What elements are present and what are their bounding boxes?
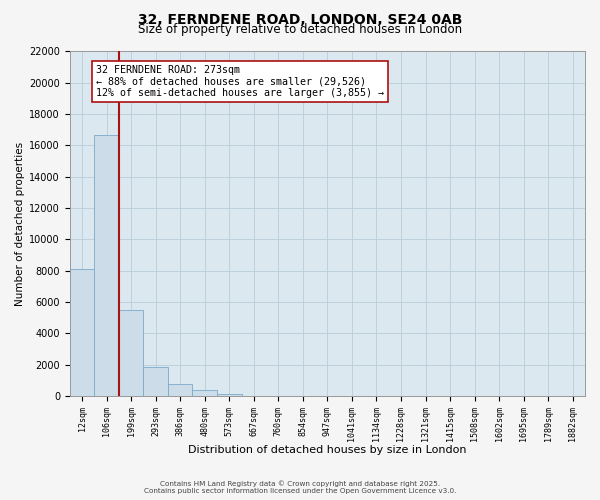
X-axis label: Distribution of detached houses by size in London: Distribution of detached houses by size … [188, 445, 467, 455]
Text: 32, FERNDENE ROAD, LONDON, SE24 0AB: 32, FERNDENE ROAD, LONDON, SE24 0AB [138, 12, 462, 26]
Bar [94, 134, 119, 396]
Bar [70, 269, 94, 396]
Bar [143, 367, 168, 396]
Text: 32 FERNDENE ROAD: 273sqm
← 88% of detached houses are smaller (29,526)
12% of se: 32 FERNDENE ROAD: 273sqm ← 88% of detach… [95, 66, 383, 98]
Bar [193, 390, 217, 396]
Bar [119, 310, 143, 396]
Y-axis label: Number of detached properties: Number of detached properties [15, 142, 25, 306]
Bar [217, 394, 242, 396]
Text: Size of property relative to detached houses in London: Size of property relative to detached ho… [138, 24, 462, 36]
Text: Contains HM Land Registry data © Crown copyright and database right 2025.
Contai: Contains HM Land Registry data © Crown c… [144, 480, 456, 494]
Bar [168, 384, 193, 396]
